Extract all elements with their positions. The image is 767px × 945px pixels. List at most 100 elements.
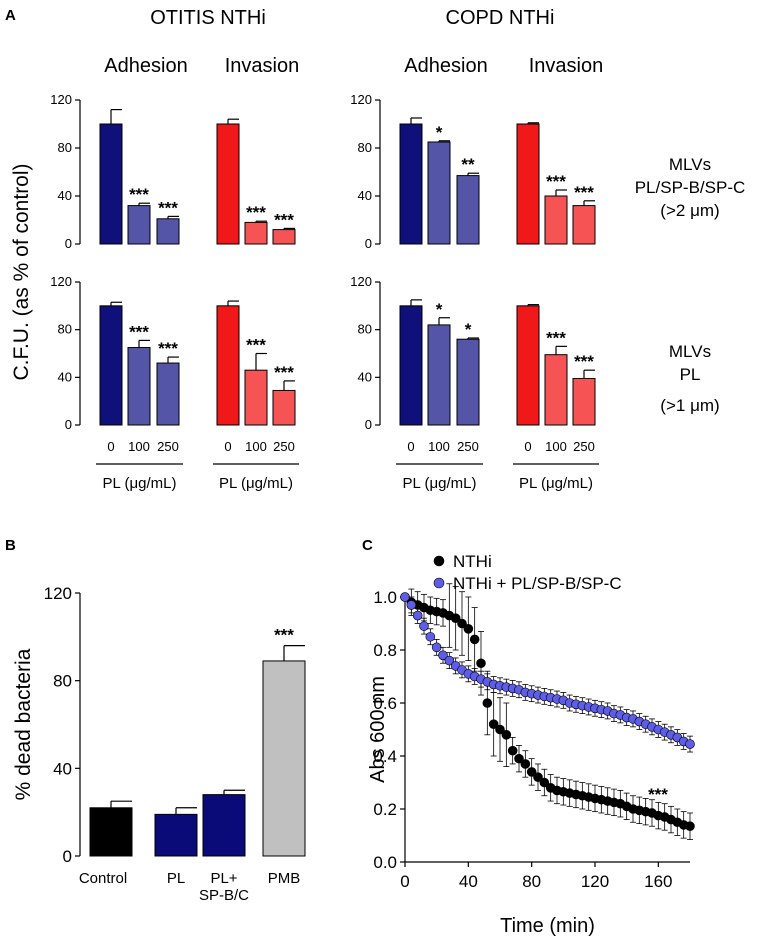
legend-label: NTHi [453,552,492,571]
series-nthi-pl [400,592,695,753]
x-tick-label: 40 [459,872,478,891]
x-tick-label: 120 [581,872,609,891]
data-point [501,729,512,740]
y-tick-label: 80 [358,140,372,155]
x-tick-label: 0 [400,872,409,891]
dose-tick-label: 0 [107,439,114,454]
bar-invasion-0 [216,123,240,245]
dose-tick-label: 100 [128,439,150,454]
panel-c-xlabel: Time (min) [500,915,595,937]
subchart-3: 0 40 80 120 *** *** *** *** 0 100 250 PL (μg/mL) 0 10… [50,274,299,492]
significance-label: *** [274,210,294,229]
significance-label: * [436,300,443,319]
y-tick-label: 0 [365,236,372,251]
dose-tick-label: 250 [157,439,179,454]
significance-label: *** [129,185,149,204]
panel-a-label: A [5,7,16,24]
significance-label: *** [246,336,266,355]
y-tick-label: 1.0 [373,588,397,607]
bar-invasion-250 [572,205,596,245]
y-tick-label: 40 [358,369,372,384]
bar-adhesion-100 [427,324,451,426]
bar-invasion-100 [544,195,568,245]
data-point [463,623,474,634]
legend-marker [433,555,445,567]
significance-label: *** [158,339,178,358]
data-point [476,658,486,669]
bar-invasion-100 [244,369,268,426]
bar-invasion-0 [216,305,240,426]
y-tick-label: 120 [350,92,372,107]
panel-b-label: B [5,537,16,554]
y-tick-label: 40 [358,188,372,203]
data-point [412,610,423,621]
data-point [526,767,537,777]
y-tick-label: 80 [58,322,72,337]
strain-title-copd: COPD NTHi [446,7,555,29]
significance-label: *** [574,183,594,202]
y-tick-label: 0.0 [373,853,397,872]
x-category-label: PMB [268,870,301,887]
x-tick-label: 80 [522,872,541,891]
y-tick-label: 80 [58,140,72,155]
bar-adhesion-250 [156,362,180,426]
bar-invasion-250 [272,389,296,426]
row1-label-line1: MLVs [669,155,711,174]
bar-invasion-250 [572,378,596,426]
data-point [495,724,505,735]
data-point [450,613,461,624]
significance-label: *** [648,785,668,804]
y-tick-label: 0.8 [373,641,397,660]
data-point [685,739,695,749]
dose-axis-label: PL (μg/mL) [219,475,293,492]
data-point [533,772,543,783]
dose-tick-label: 0 [224,439,231,454]
x-category-label: PL [167,870,185,887]
group-title-adhesion-copd: Adhesion [404,55,487,77]
y-tick-label: 120 [44,584,72,603]
data-point [520,759,531,769]
y-tick-label: 0.4 [373,747,397,766]
bar-adhesion-0 [399,305,423,426]
data-point [514,753,524,764]
group-title-adhesion-otitis: Adhesion [104,55,187,77]
y-tick-label: 0.2 [373,800,397,819]
dose-axis-label: PL (μg/mL) [519,475,593,492]
dose-tick-label: 0 [524,439,531,454]
panel-a-ylabel: C.F.U. (as % of control) [10,163,33,380]
significance-label: *** [274,626,294,645]
legend-label: NTHi + PL/SP-B/SP-C [453,574,622,593]
data-point [425,631,436,642]
significance-label: *** [129,322,149,341]
bar-pmb [262,660,306,857]
panel-b-ylabel: % dead bacteria [12,648,35,800]
dose-axis-label: PL (μg/mL) [103,475,177,492]
significance-label: *** [246,203,266,222]
y-tick-label: 40 [58,188,72,203]
data-point [685,821,695,832]
group-title-invasion-otitis: Invasion [225,55,300,77]
data-point [406,600,417,610]
bar-adhesion-100 [427,141,451,245]
dose-tick-label: 250 [457,439,479,454]
y-tick-label: 0 [63,847,72,866]
significance-label: *** [546,328,566,347]
y-tick-label: 0 [365,417,372,432]
dose-axis-label: PL (μg/mL) [403,475,477,492]
bar-invasion-250 [272,229,296,245]
y-tick-label: 0.6 [373,694,397,713]
row2-label-line3: (>1 μm) [660,396,719,415]
row1-label-line3: (>2 μm) [660,201,719,220]
data-point [457,618,467,629]
dose-tick-label: 250 [573,439,595,454]
dose-tick-label: 0 [407,439,414,454]
data-point [488,719,499,730]
dose-tick-label: 100 [245,439,267,454]
x-tick-label: 160 [644,872,672,891]
data-point [469,634,480,645]
legend-marker [433,577,445,589]
